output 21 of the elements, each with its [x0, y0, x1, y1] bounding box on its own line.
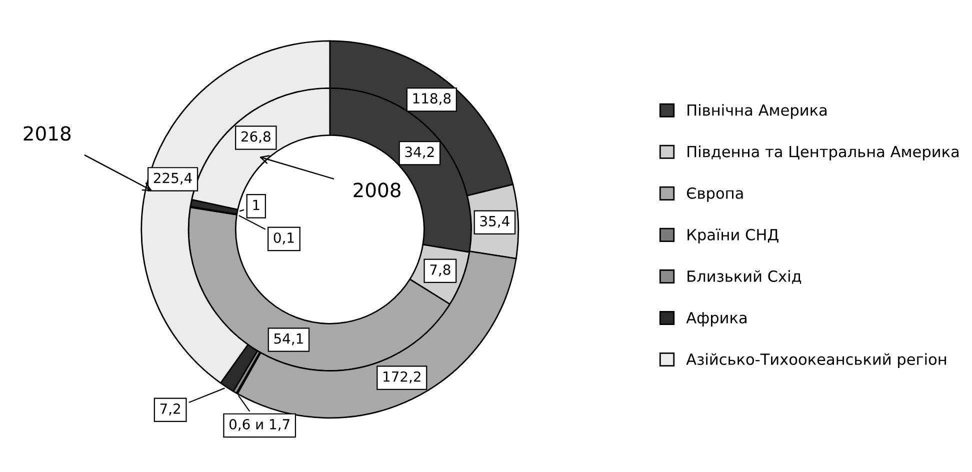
- legend-label: Північна Америка: [688, 104, 827, 119]
- data-label: 1: [253, 200, 260, 210]
- data-label: 35,4: [480, 216, 510, 228]
- slice-label: 2018: [24, 126, 71, 141]
- data-label: 26,8: [241, 131, 270, 144]
- legend-label: Європа: [686, 187, 743, 202]
- data-label: 0,6 и 1,7: [229, 418, 290, 431]
- legend-label: Близький Схід: [688, 270, 802, 284]
- data-label: 225,4: [154, 172, 192, 185]
- data-label: 34,2: [405, 146, 434, 159]
- data-label: 0,1: [274, 232, 294, 244]
- slice-label: 2008: [354, 182, 400, 198]
- data-label: 7,2: [160, 403, 180, 416]
- legend-label: Африка: [686, 312, 746, 326]
- legend-label: Південна та Центральна Америка: [688, 146, 959, 160]
- data-label: 7,8: [430, 264, 450, 276]
- data-label: 118,8: [413, 93, 451, 106]
- data-label: 172,2: [384, 371, 420, 384]
- data-label: 54,1: [274, 333, 303, 346]
- legend-label: Країни СНД: [688, 228, 778, 244]
- legend-label: Азійсько-Тихоокеанський регіон: [686, 353, 946, 368]
